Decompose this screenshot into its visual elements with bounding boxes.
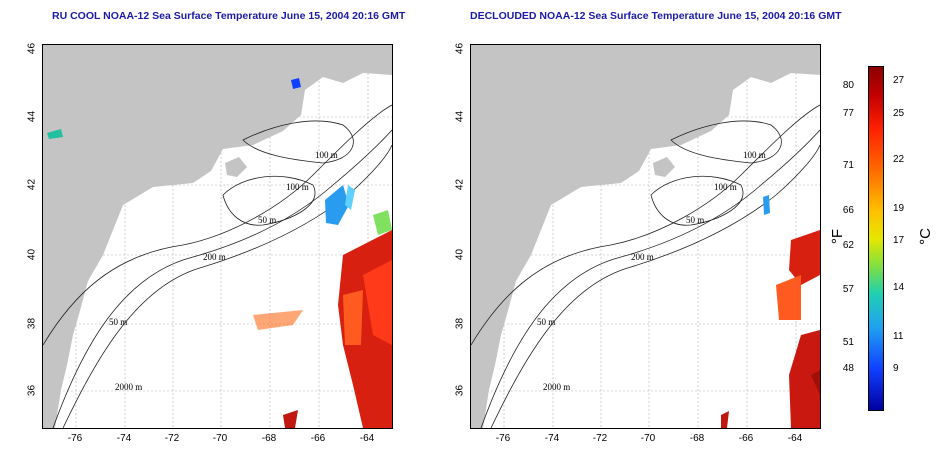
c-tick: 14 [893, 282, 905, 293]
sst-warm-water [721, 230, 820, 428]
lon-tick: -76 [67, 433, 83, 444]
temperature-colorbar [868, 66, 884, 411]
contour-label: 200 m [631, 252, 654, 262]
lat-tick: 36 [454, 384, 466, 397]
contour-label: 2000 m [543, 382, 570, 392]
lon-tick: -74 [544, 433, 560, 444]
lat-tick: 42 [26, 178, 38, 191]
right-map-title: DECLOUDED NOAA-12 Sea Surface Temperatur… [470, 10, 842, 22]
contour-label: 100 m [286, 182, 309, 192]
contour-label: 50 m [537, 317, 555, 327]
lon-tick: -64 [359, 433, 375, 444]
lat-tick: 40 [454, 248, 466, 261]
contour-label: 100 m [743, 150, 766, 160]
lat-tick: 40 [26, 248, 38, 261]
lat-tick: 38 [26, 317, 38, 330]
bathymetry-contours [43, 104, 392, 428]
f-tick: 66 [842, 205, 854, 216]
lon-tick: -72 [592, 433, 608, 444]
c-tick: 27 [893, 75, 905, 86]
lat-tick: 36 [26, 384, 38, 397]
lon-tick: -70 [640, 433, 656, 444]
lat-tick: 44 [454, 110, 466, 123]
contour-label: 50 m [258, 215, 276, 225]
lat-tick: 46 [454, 42, 466, 55]
lat-tick: 42 [454, 178, 466, 191]
lat-tick: 44 [26, 110, 38, 123]
f-tick: 48 [842, 363, 854, 374]
sst-warm-water [253, 230, 392, 428]
celsius-unit-label: °C [916, 228, 934, 245]
contour-label: 50 m [109, 317, 127, 327]
contour-label: 100 m [315, 150, 338, 160]
c-tick: 19 [893, 203, 905, 214]
left-sst-map: 100 m 100 m 50 m 200 m 50 m 2000 m [42, 44, 393, 429]
sst-cool-water [47, 78, 392, 235]
contour-label: 50 m [686, 215, 704, 225]
bathymetry-contours [471, 104, 820, 428]
c-tick: 25 [893, 108, 905, 119]
left-map-graphic: 100 m 100 m 50 m 200 m 50 m 2000 m [43, 45, 392, 428]
contour-label: 100 m [714, 182, 737, 192]
f-tick: 51 [842, 337, 854, 348]
lon-tick: -64 [787, 433, 803, 444]
f-tick: 71 [842, 160, 854, 171]
c-tick: 17 [893, 235, 905, 246]
lon-tick: -70 [212, 433, 228, 444]
contour-labels: 100 m 100 m 50 m 200 m 50 m 2000 m [109, 150, 338, 392]
fahrenheit-unit-label: °F [829, 228, 847, 245]
contour-label: 200 m [203, 252, 226, 262]
f-tick: 57 [842, 284, 854, 295]
land-mass [43, 45, 392, 428]
lon-tick: -66 [310, 433, 326, 444]
c-tick: 22 [893, 154, 905, 165]
lon-tick: -68 [261, 433, 277, 444]
right-sst-map: 100 m 100 m 50 m 200 m 50 m 2000 m [470, 44, 821, 429]
lon-tick: -66 [738, 433, 754, 444]
c-tick: 11 [893, 331, 904, 342]
land-mass [471, 45, 820, 428]
contour-label: 2000 m [115, 382, 142, 392]
f-tick: 77 [842, 108, 854, 119]
f-tick: 80 [842, 80, 854, 91]
right-map-graphic: 100 m 100 m 50 m 200 m 50 m 2000 m [471, 45, 820, 428]
lon-tick: -72 [164, 433, 180, 444]
left-map-title: RU COOL NOAA-12 Sea Surface Temperature … [52, 10, 406, 22]
lon-tick: -74 [116, 433, 132, 444]
f-tick: 62 [842, 240, 854, 251]
lat-tick: 38 [454, 317, 466, 330]
cape-cod [225, 157, 247, 177]
lat-tick: 46 [26, 42, 38, 55]
contour-labels: 100 m 100 m 50 m 200 m 50 m 2000 m [537, 150, 766, 392]
c-tick: 9 [893, 363, 899, 374]
lon-tick: -68 [689, 433, 705, 444]
lon-tick: -76 [495, 433, 511, 444]
cape-cod [653, 157, 675, 177]
sst-cool-water [763, 195, 770, 215]
